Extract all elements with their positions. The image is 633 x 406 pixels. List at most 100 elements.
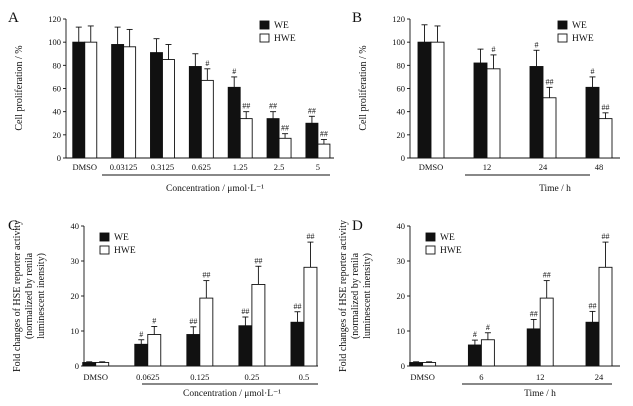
significance-label: ## [269,102,277,111]
bar-we [227,86,241,159]
bar-hwe [542,97,557,159]
legend-label: WE [440,233,455,243]
y-tick-label: 0 [57,153,61,163]
significance-label: # [139,330,143,339]
bar-hwe [303,266,318,367]
panel-label: D [352,218,363,234]
y-tick-label: 0 [75,361,79,371]
bar-we [417,41,432,159]
significance-label: # [486,323,490,332]
significance-label: # [232,67,236,76]
y-tick-label: 20 [71,291,80,301]
panel-b: B Cell proliferation / % 0 20 40 60 80 100 120 DM… [352,10,620,194]
bar-hwe [317,143,331,159]
x-tick-label: 2.5 [274,162,285,172]
bar-hwe [251,284,266,367]
significance-label: ## [242,102,250,111]
x-tick-label: DMSO [72,162,97,172]
y-axis-title: Cell proliferation / % [14,45,25,130]
legend-label: WE [114,233,129,243]
bar-we [82,362,97,367]
y-axis-title-line: (normalized by renila [24,252,35,339]
bar-we [305,122,319,159]
bar-hwe [123,46,137,159]
panel-label: C [8,218,18,234]
legend-label: WE [274,21,289,31]
legend-swatch [259,20,270,30]
bar-hwe [95,362,110,367]
y-tick-label: 0 [401,361,405,371]
significance-label: ## [241,307,249,316]
bar-hwe [200,79,214,159]
bar-we [111,44,125,159]
bar-hwe [147,334,162,367]
bar-we [150,52,163,159]
bar-hwe [539,297,554,367]
significance-label: ## [530,309,538,318]
bar-hwe [422,362,437,367]
x-tick-label: 48 [595,162,604,172]
panel-a: A Cell proliferation / % 0 20 40 60 80 100 120 DM… [8,10,334,194]
bar-we [238,325,253,367]
y-tick-label: 40 [397,221,406,231]
y-tick-label: 20 [53,130,62,140]
x-tick-label: 0.125 [190,372,209,382]
significance-label: ## [589,301,597,310]
bar-we [290,321,305,367]
x-tick-label: DMSO [410,372,435,382]
significance-label: # [205,59,209,68]
y-tick-label: 100 [48,37,61,47]
x-tick-label: 6 [479,372,483,382]
y-tick-label: 10 [71,326,80,336]
y-tick-label: 120 [392,14,405,24]
y-tick-label: 20 [397,130,406,140]
x-tick-label: 0.3125 [151,162,174,172]
legend-label: HWE [114,246,136,256]
x-axis-title: Time / h [539,184,571,194]
significance-label: # [591,67,595,76]
x-axis-title: Concentration / μmol·L⁻¹ [183,389,281,399]
significance-label: # [152,316,156,325]
legend-swatch [99,245,110,255]
significance-label: ## [320,129,328,138]
significance-label: # [492,45,496,54]
y-axis-title-line: Fold changes of HSE reporter activity [12,220,23,372]
x-tick-label: 1.25 [233,162,248,172]
bar-hwe [598,266,613,367]
legend-swatch [557,20,568,30]
y-axis-title-line: luminescent inensity) [36,253,47,339]
y-axis-title-line: Fold changes of HSE reporter activity [338,220,349,372]
x-tick-label: DMSO [83,372,108,382]
y-tick-label: 30 [71,256,80,266]
legend-label: HWE [440,246,462,256]
significance-label: ## [308,106,316,115]
x-tick-label: 0.5 [299,372,310,382]
y-tick-label: 120 [48,14,61,24]
bar-hwe [162,59,175,159]
significance-label: # [535,40,539,49]
panel-label: A [8,10,19,26]
bar-hwe [239,118,253,159]
y-tick-label: 60 [397,84,406,94]
significance-label: # [473,330,477,339]
bar-hwe [84,41,98,159]
significance-label: ## [202,271,210,280]
legend-label: WE [572,21,587,31]
y-tick-label: 10 [397,326,406,336]
significance-label: ## [281,124,289,133]
bar-we [526,328,541,367]
y-axis-title-line: (normalized by renila [350,252,361,339]
bar-hwe [430,41,445,159]
x-tick-label: 0.03125 [110,162,138,172]
bar-we [188,66,202,159]
significance-label: ## [189,317,197,326]
y-axis-title-line: luminescent inensity) [362,253,373,339]
bar-we [529,66,544,159]
bar-hwe [199,297,214,367]
bar-hwe [278,137,292,159]
significance-label: ## [543,271,551,280]
significance-label: ## [602,232,610,241]
legend-label: HWE [572,34,594,44]
